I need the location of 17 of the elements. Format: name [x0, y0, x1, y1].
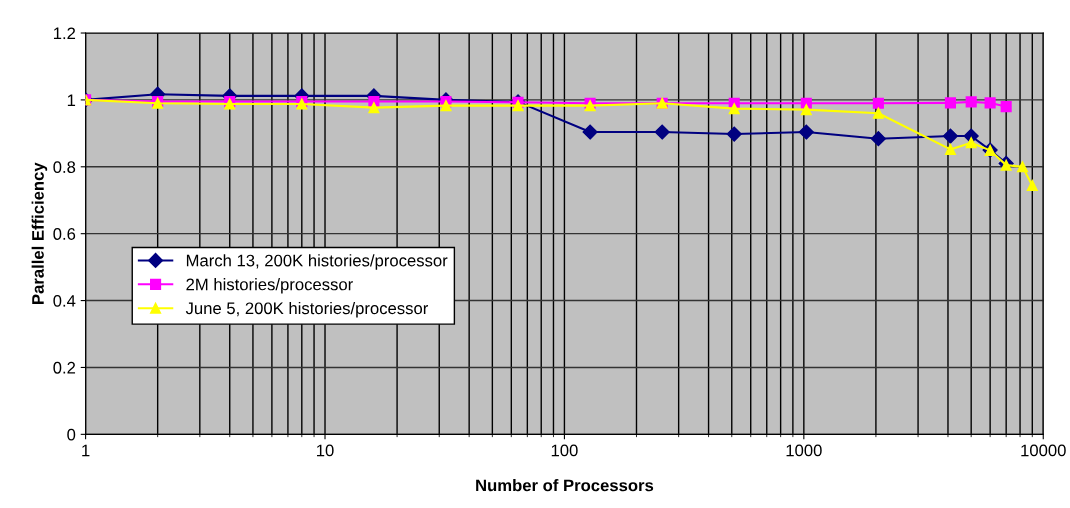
y-tick-label: 1 — [67, 94, 76, 106]
y-tick-label: 0.8 — [53, 161, 76, 173]
legend-label: March 13, 200K histories/processor — [186, 254, 448, 270]
y-tick-label: 0.6 — [53, 228, 76, 240]
legend-label: June 5, 200K histories/processor — [185, 301, 429, 318]
y-tick-label: 0 — [67, 428, 76, 441]
x-tick-label: 10000 — [1021, 444, 1066, 457]
x-tick-label: 1000 — [786, 444, 822, 457]
x-tick-label: 1 — [82, 444, 90, 457]
x-tick-label: 10 — [317, 444, 334, 457]
y-axis-title: Parallel Efficiency — [31, 162, 48, 304]
x-tick-label: 100 — [551, 444, 578, 457]
y-tick-label: 0.4 — [53, 294, 76, 307]
y-tick-label: 1.2 — [53, 27, 76, 40]
x-axis-title: Number of Processors — [476, 479, 654, 492]
legend-label: 2M histories/processor — [186, 278, 353, 294]
y-tick-label: 0.2 — [53, 361, 76, 374]
